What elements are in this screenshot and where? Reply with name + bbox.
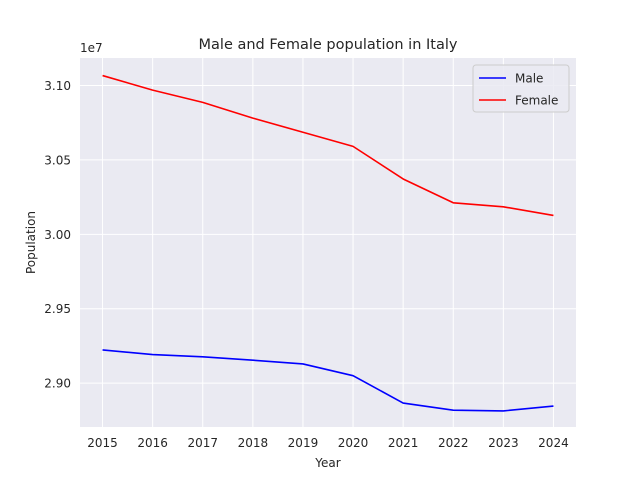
x-tick-label: 2020 xyxy=(338,436,369,450)
x-tick-label: 2024 xyxy=(538,436,569,450)
series-line-male xyxy=(102,349,554,412)
x-axis-label: Year xyxy=(314,456,340,470)
y-tick-label: 2.95 xyxy=(44,302,71,316)
y-axis-label: Population xyxy=(24,211,38,274)
legend: Male Female xyxy=(472,64,570,113)
x-tick-label: 2019 xyxy=(288,436,319,450)
y-tick-label: 2.90 xyxy=(44,377,71,391)
legend-label-female: Female xyxy=(515,94,558,108)
series-line-female xyxy=(102,74,554,217)
legend-label-male: Male xyxy=(515,72,543,86)
plot-area xyxy=(80,58,576,427)
x-tick-label: 2022 xyxy=(438,436,469,450)
x-tick-label: 2021 xyxy=(388,436,419,450)
y-tick-labels: 2.90 2.95 3.00 3.05 3.10 xyxy=(44,79,71,391)
x-tick-labels: 2015 2016 2017 2018 2019 2020 2021 2022 2023 2024 xyxy=(87,436,568,450)
grid-lines xyxy=(80,58,576,427)
chart-title: Male and Female population in Italy xyxy=(199,37,458,53)
x-tick-label: 2023 xyxy=(488,436,519,450)
y-tick-label: 3.10 xyxy=(44,79,71,93)
x-tick-label: 2016 xyxy=(137,436,168,450)
x-tick-label: 2017 xyxy=(187,436,218,450)
x-tick-label: 2018 xyxy=(238,436,269,450)
y-offset-label: 1e7 xyxy=(80,41,103,55)
x-tick-label: 2015 xyxy=(87,436,118,450)
y-tick-label: 3.05 xyxy=(44,153,71,167)
series-lines xyxy=(102,74,554,412)
y-tick-label: 3.00 xyxy=(44,228,71,242)
